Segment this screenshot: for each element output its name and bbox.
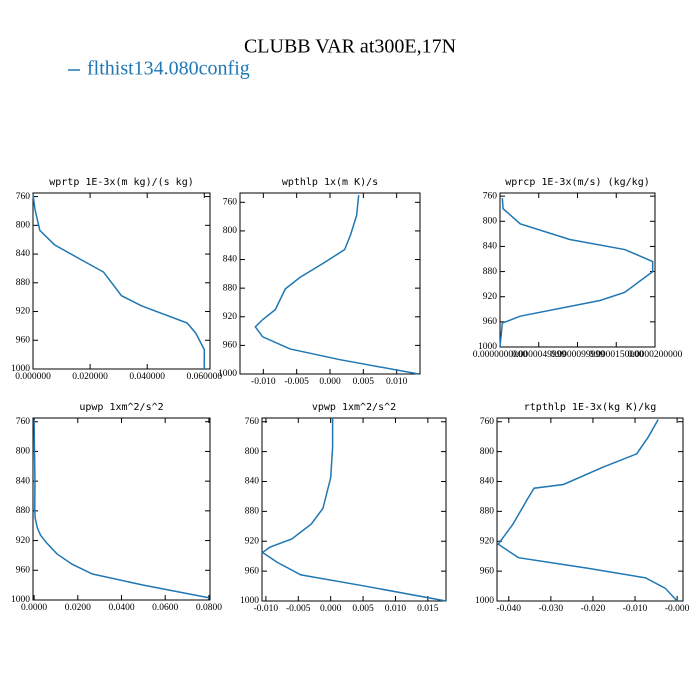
x-tick-label: 0.060000 <box>186 372 222 382</box>
y-tick-label: 960 <box>483 317 498 327</box>
y-tick-label: 760 <box>223 197 238 207</box>
y-tick-label: 760 <box>16 417 31 427</box>
plot-frame <box>496 417 684 602</box>
y-tick-label: 840 <box>16 476 31 486</box>
plot-frame <box>32 417 211 601</box>
y-tick-label: 1000 <box>11 364 30 374</box>
panel-title: vpwp 1xm^2/s^2 <box>312 402 396 413</box>
y-tick-label: 800 <box>483 216 498 226</box>
x-tick-label: -0.010 <box>254 604 279 614</box>
x-tick-label: 0.020000 <box>72 372 108 382</box>
y-tick-label: 800 <box>480 447 495 457</box>
y-tick-label: 880 <box>245 507 260 517</box>
profile-line <box>32 194 206 369</box>
y-tick-label: 920 <box>483 292 498 302</box>
y-tick-label: 840 <box>480 477 495 487</box>
panel-title: wprcp 1E-3x(m/s) (kg/kg) <box>505 177 650 188</box>
x-tick-label: -0.000 <box>665 604 690 614</box>
plot-frame <box>32 192 211 370</box>
y-tick-label: 1000 <box>478 342 497 352</box>
y-tick-label: 960 <box>480 566 495 576</box>
profile-line <box>499 197 654 348</box>
y-tick-label: 920 <box>16 536 31 546</box>
panel-title: wpthlp 1x(m K)/s <box>282 177 378 188</box>
x-tick-label: 0.015 <box>417 604 439 614</box>
y-tick-label: 880 <box>16 278 31 288</box>
y-tick-label: 960 <box>245 566 260 576</box>
y-tick-label: 1000 <box>11 595 30 605</box>
y-tick-label: 920 <box>223 312 238 322</box>
legend-label: flthist134.080config <box>87 58 250 80</box>
x-tick-label: 0.0000049999 <box>511 350 566 360</box>
y-tick-label: 880 <box>483 267 498 277</box>
y-tick-label: 800 <box>16 221 31 231</box>
x-tick-label: 0.0000000000 <box>473 350 528 360</box>
x-tick-label: -0.030 <box>539 604 564 614</box>
y-tick-label: 760 <box>480 417 495 427</box>
y-tick-label: 760 <box>245 417 260 427</box>
x-tick-label: -0.005 <box>286 604 311 614</box>
profile-line <box>254 195 419 375</box>
x-tick-label: 0.010 <box>386 377 408 387</box>
y-tick-label: 880 <box>480 507 495 517</box>
y-tick-label: 880 <box>16 506 31 516</box>
profile-line <box>261 418 447 602</box>
figure-title: CLUBB VAR at300E,17N <box>244 36 456 58</box>
x-tick-label: 0.000 <box>319 377 341 387</box>
plot-frame <box>499 192 656 348</box>
y-tick-label: 920 <box>16 307 31 317</box>
x-tick-label: -0.005 <box>284 377 309 387</box>
x-tick-label: 0.040000 <box>129 372 165 382</box>
x-tick-label: 0.000 <box>320 604 342 614</box>
y-tick-label: 960 <box>223 341 238 351</box>
panel-title: upwp 1xm^2/s^2 <box>79 402 163 413</box>
panel-title: wprtp 1E-3x(m kg)/(s kg) <box>49 177 194 188</box>
x-tick-label: 0.0000099999 <box>550 350 605 360</box>
x-tick-label: 0.0000 <box>21 603 47 613</box>
x-tick-label: -0.040 <box>497 604 522 614</box>
plot-frame <box>261 417 447 602</box>
y-tick-label: 920 <box>480 536 495 546</box>
profile-line <box>33 419 210 599</box>
y-tick-label: 800 <box>16 447 31 457</box>
panel-title: rtpthlp 1E-3x(kg K)/kg <box>524 402 656 413</box>
profile-line <box>497 419 678 602</box>
y-tick-label: 840 <box>245 477 260 487</box>
x-tick-label: 0.0800 <box>196 603 222 613</box>
y-tick-label: 760 <box>483 191 498 201</box>
x-tick-label: 0.0000150000 <box>589 350 644 360</box>
y-tick-label: 800 <box>245 447 260 457</box>
y-tick-label: 1000 <box>475 596 494 606</box>
y-tick-label: 1000 <box>218 369 237 379</box>
y-tick-label: 840 <box>223 255 238 265</box>
x-tick-label: 0.0000200000 <box>628 350 683 360</box>
y-tick-label: 880 <box>223 283 238 293</box>
x-tick-label: -0.010 <box>251 377 276 387</box>
x-tick-label: 0.005 <box>353 377 375 387</box>
x-tick-label: -0.020 <box>581 604 606 614</box>
y-tick-label: 760 <box>16 192 31 202</box>
x-tick-label: 0.010 <box>385 604 407 614</box>
plot-frame <box>239 192 421 375</box>
y-tick-label: 960 <box>16 335 31 345</box>
x-tick-label: 0.0600 <box>152 603 178 613</box>
x-tick-label: 0.000000 <box>15 372 51 382</box>
x-tick-label: 0.0200 <box>65 603 91 613</box>
y-tick-label: 840 <box>483 242 498 252</box>
y-tick-label: 840 <box>16 249 31 259</box>
x-tick-label: 0.005 <box>352 604 374 614</box>
y-tick-label: 1000 <box>240 596 259 606</box>
x-tick-label: -0.010 <box>623 604 648 614</box>
y-tick-label: 800 <box>223 226 238 236</box>
y-tick-label: 920 <box>245 536 260 546</box>
y-tick-label: 960 <box>16 565 31 575</box>
x-tick-label: 0.0400 <box>108 603 134 613</box>
